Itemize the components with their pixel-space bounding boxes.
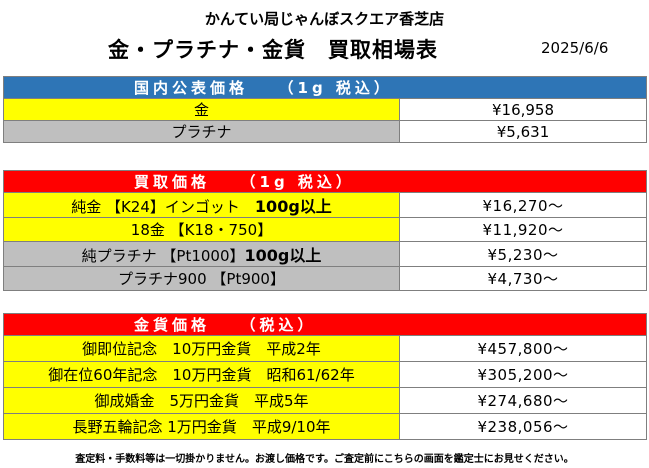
coin-label-wedding: 御成婚金 5万円金貨 平成5年 xyxy=(3,387,400,414)
buy-label-pt1000: 純プラチナ 【Pt1000】100g以上 xyxy=(3,241,400,267)
buy-label-k24-min: 100g以上 xyxy=(254,197,332,216)
store-name: かんてい局じゃんぼスクエア香芝店 xyxy=(204,10,445,28)
buy-header: 買取価格 （1g 税込） xyxy=(3,170,647,193)
page-title: 金・プラチナ・金貨 買取相場表 xyxy=(108,38,438,62)
coin-value-wedding: ¥274,680～ xyxy=(398,387,648,414)
buy-heading: 買取価格 xyxy=(134,173,211,191)
domestic-unit: （1g 税込） xyxy=(286,79,393,97)
buy-label-pt900: プラチナ900 【Pt900】 xyxy=(3,266,400,291)
buy-value-pt900: ¥4,730～ xyxy=(399,266,647,291)
domestic-heading: 国内公表価格 xyxy=(134,79,249,97)
buy-value-k24: ¥16,270～ xyxy=(399,192,647,218)
coin-value-nagano: ¥238,056～ xyxy=(398,413,648,440)
coin-unit: （税込） xyxy=(248,316,317,334)
coin-value-enthronement: ¥457,800～ xyxy=(398,335,648,362)
date-label: 2025/6/6 xyxy=(541,39,609,57)
buy-label-pt1000-text: 純プラチナ 【Pt1000】 xyxy=(81,247,245,265)
coin-value-reign60: ¥305,200～ xyxy=(398,361,648,388)
coin-price-table: 金貨価格 （税込） 御即位記念 10万円金貨 平成2年 ¥457,800～ 御在… xyxy=(2,313,648,440)
buy-unit: （1g 税込） xyxy=(248,173,355,191)
buy-label-k24: 純金 【K24】インゴット 100g以上 xyxy=(3,192,400,218)
buy-label-k24-text: 純金 【K24】インゴット xyxy=(71,198,240,216)
buy-label-k18: 18金 【K18・750】 xyxy=(3,217,400,242)
coin-label-nagano: 長野五輪記念 1万円金貨 平成9/10年 xyxy=(3,413,400,440)
price-value-gold: ¥16,958 xyxy=(399,98,647,121)
coin-label-enthronement: 御即位記念 10万円金貨 平成2年 xyxy=(3,335,400,362)
price-value-platinum: ¥5,631 xyxy=(399,120,647,143)
domestic-header: 国内公表価格 （1g 税込） xyxy=(3,76,647,99)
coin-header: 金貨価格 （税込） xyxy=(2,313,648,336)
coin-heading: 金貨価格 xyxy=(134,316,211,334)
footnote: 査定料・手数料等は一切掛かりません。お渡し価格です。ご査定前にこちらの画面を鑑定… xyxy=(75,454,574,465)
coin-label-reign60: 御在位60年記念 10万円金貨 昭和61/62年 xyxy=(3,361,400,388)
price-label-platinum: プラチナ xyxy=(3,120,400,143)
domestic-price-table: 国内公表価格 （1g 税込） 金 ¥16,958 プラチナ ¥5,631 xyxy=(3,76,647,143)
buy-value-pt1000: ¥5,230～ xyxy=(399,241,647,267)
buy-label-pt1000-min: 100g以上 xyxy=(244,246,322,265)
buy-price-table: 買取価格 （1g 税込） 純金 【K24】インゴット 100g以上 ¥16,27… xyxy=(3,170,647,291)
price-label-gold: 金 xyxy=(3,98,400,121)
buy-value-k18: ¥11,920～ xyxy=(399,217,647,242)
